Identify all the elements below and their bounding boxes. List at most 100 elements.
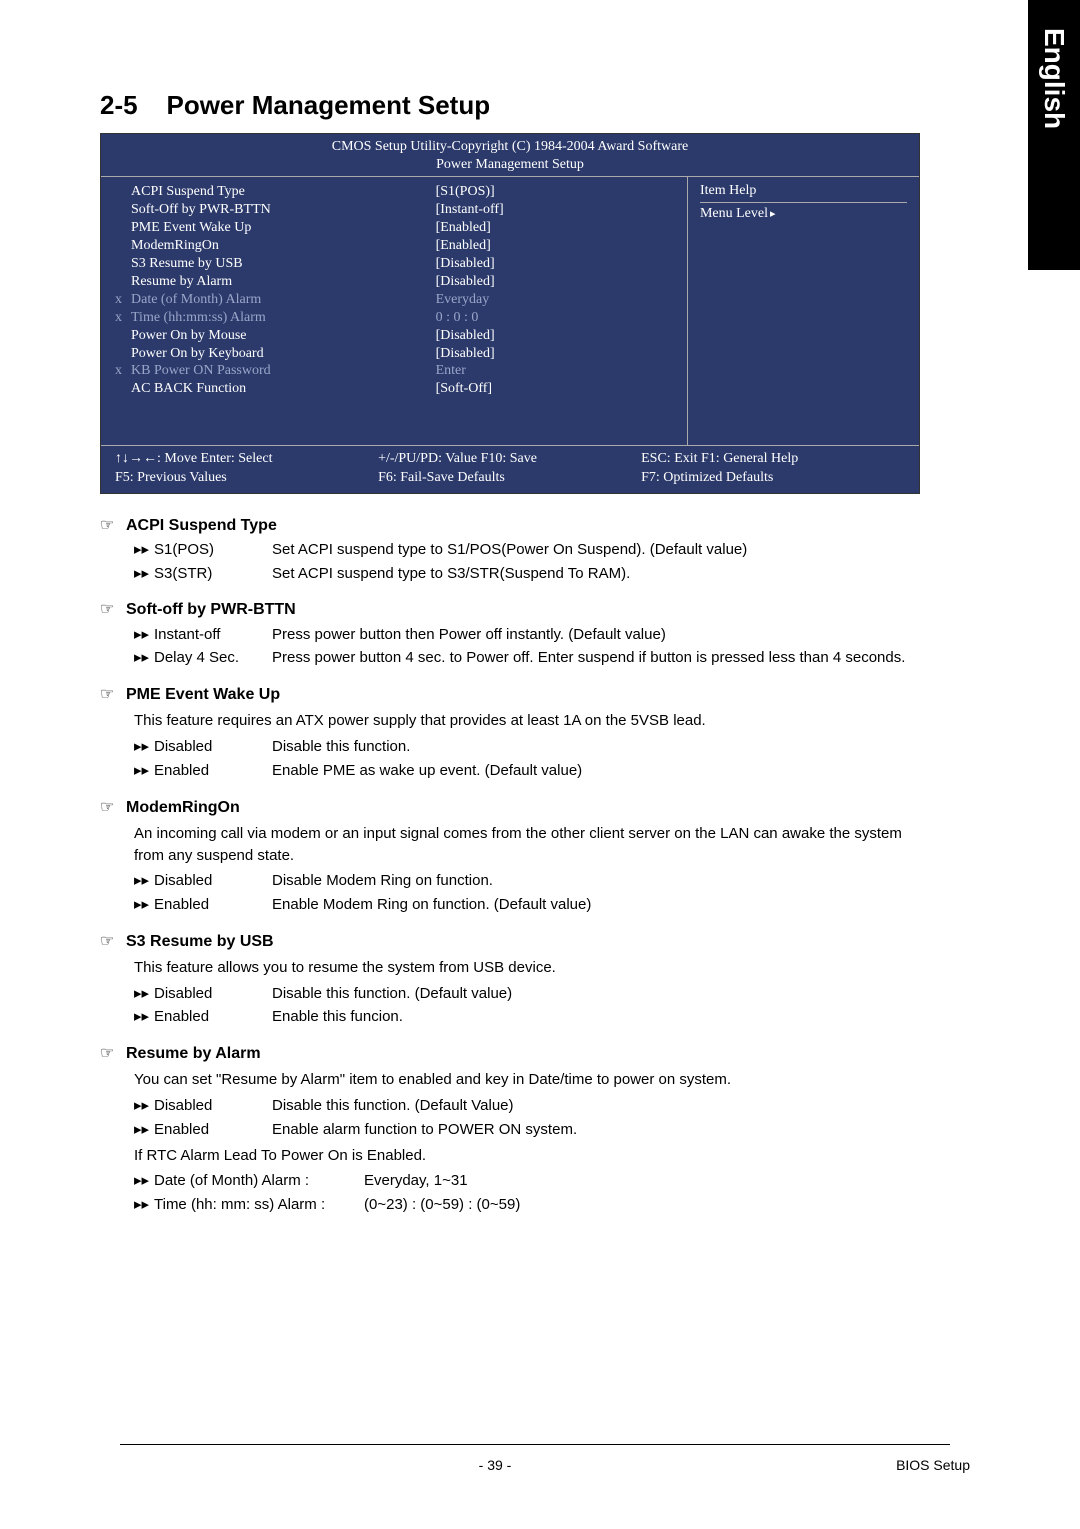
option-value-label: S3(STR) — [154, 563, 272, 585]
bios-item-label: ACPI Suspend Type — [131, 183, 245, 201]
bios-item-mark — [115, 255, 131, 273]
option-value-label: Enabled — [154, 1119, 272, 1141]
option-heading-row: ☞Soft-off by PWR-BTTN — [100, 598, 910, 621]
bios-item-mark — [115, 327, 131, 345]
option-heading-row: ☞ACPI Suspend Type — [100, 514, 910, 537]
option-value-label: Instant-off — [154, 624, 272, 646]
bios-item-value: Everyday — [436, 291, 687, 309]
option-value-desc: Enable alarm function to POWER ON system… — [272, 1119, 910, 1141]
menu-level-arrow-icon — [768, 206, 776, 221]
bios-item-row: Power On by Mouse — [115, 327, 426, 345]
bios-footer-1b: F5: Previous Values — [115, 469, 378, 487]
bios-item-label: Power On by Keyboard — [131, 345, 264, 363]
bios-item-label: PME Event Wake Up — [131, 219, 251, 237]
option-heading-row: ☞ModemRingOn — [100, 796, 910, 819]
bios-item-row: Resume by Alarm — [115, 273, 426, 291]
dblarrow-icon: ▸▸ — [134, 647, 154, 669]
corner-label: BIOS Setup — [896, 1457, 970, 1473]
bios-item-label: Time (hh:mm:ss) Alarm — [131, 309, 266, 327]
bios-footer-3a: ESC: Exit F1: General Help — [641, 450, 904, 468]
option-value-row: ▸▸EnabledEnable PME as wake up event. (D… — [134, 760, 910, 782]
option-heading-row: ☞Resume by Alarm — [100, 1042, 910, 1065]
option-value-desc: Everyday, 1~31 — [364, 1170, 910, 1192]
bios-item-row: xKB Power ON Password — [115, 362, 426, 380]
bios-item-mark — [115, 219, 131, 237]
option-value-row: ▸▸EnabledEnable Modem Ring on function. … — [134, 894, 910, 916]
bios-item-mark — [115, 345, 131, 363]
bios-item-value: [S1(POS)] — [436, 183, 687, 201]
bios-body: ACPI Suspend TypeSoft-Off by PWR-BTTNPME… — [101, 176, 919, 446]
bios-item-value: [Disabled] — [436, 273, 687, 291]
bios-item-label: Resume by Alarm — [131, 273, 232, 291]
option-heading-row: ☞PME Event Wake Up — [100, 683, 910, 706]
bios-item-mark: x — [115, 309, 131, 327]
option-value-label: Disabled — [154, 983, 272, 1005]
bios-item-label: Soft-Off by PWR-BTTN — [131, 201, 271, 219]
option-intro: This feature allows you to resume the sy… — [134, 957, 910, 979]
hand-icon: ☞ — [100, 514, 126, 537]
option-value-desc: Enable Modem Ring on function. (Default … — [272, 894, 910, 916]
bios-item-mark — [115, 380, 131, 398]
option-value-row: ▸▸DisabledDisable this function. — [134, 736, 910, 758]
bios-labels-col: ACPI Suspend TypeSoft-Off by PWR-BTTNPME… — [101, 177, 436, 445]
bios-values-col: [S1(POS)][Instant-off][Enabled][Enabled]… — [436, 177, 687, 445]
option-block: ▸▸Instant-offPress power button then Pow… — [134, 624, 910, 670]
bios-item-row: ACPI Suspend Type — [115, 183, 426, 201]
bios-item-mark: x — [115, 291, 131, 309]
bios-footer-1a: ↑↓→←: Move Enter: Select — [115, 450, 378, 468]
content-sections: ☞ACPI Suspend Type▸▸S1(POS)Set ACPI susp… — [100, 514, 910, 1216]
option-value-desc: Set ACPI suspend type to S1/POS(Power On… — [272, 539, 910, 561]
option-value-desc: Set ACPI suspend type to S3/STR(Suspend … — [272, 563, 910, 585]
bios-item-mark: x — [115, 362, 131, 380]
option-block: This feature allows you to resume the sy… — [134, 957, 910, 1028]
option-value-desc: Disable this function. (Default value) — [272, 983, 910, 1005]
bios-item-value: [Disabled] — [436, 255, 687, 273]
option-value-desc: Enable this funcion. — [272, 1006, 910, 1028]
option-intro: An incoming call via modem or an input s… — [134, 823, 910, 867]
dblarrow-icon: ▸▸ — [134, 870, 154, 892]
hand-icon: ☞ — [100, 1042, 126, 1065]
option-heading: PME Event Wake Up — [126, 683, 280, 706]
option-heading: ACPI Suspend Type — [126, 514, 277, 537]
dblarrow-icon: ▸▸ — [134, 1194, 154, 1216]
bios-header-line1: CMOS Setup Utility-Copyright (C) 1984-20… — [101, 138, 919, 156]
option-value-label: Date (of Month) Alarm : — [154, 1170, 364, 1192]
dblarrow-icon: ▸▸ — [134, 1170, 154, 1192]
bios-footer-2a: +/-/PU/PD: Value F10: Save — [378, 450, 641, 468]
option-heading-row: ☞S3 Resume by USB — [100, 930, 910, 953]
hand-icon: ☞ — [100, 930, 126, 953]
section-title: 2-5 Power Management Setup — [100, 90, 910, 121]
dblarrow-icon: ▸▸ — [134, 736, 154, 758]
bios-item-mark — [115, 201, 131, 219]
hand-icon: ☞ — [100, 598, 126, 621]
option-value-label: Delay 4 Sec. — [154, 647, 272, 669]
option-value-desc: Enable PME as wake up event. (Default va… — [272, 760, 910, 782]
option-intro: You can set "Resume by Alarm" item to en… — [134, 1069, 910, 1091]
option-value-row: ▸▸Instant-offPress power button then Pow… — [134, 624, 910, 646]
dblarrow-icon: ▸▸ — [134, 1119, 154, 1141]
option-value-row: ▸▸DisabledDisable this function. (Defaul… — [134, 983, 910, 1005]
option-heading: S3 Resume by USB — [126, 930, 274, 953]
option-value-desc: Press power button then Power off instan… — [272, 624, 910, 646]
bios-header: CMOS Setup Utility-Copyright (C) 1984-20… — [101, 134, 919, 176]
dblarrow-icon: ▸▸ — [134, 539, 154, 561]
option-value-desc: Disable Modem Ring on function. — [272, 870, 910, 892]
option-value-row: ▸▸S3(STR)Set ACPI suspend type to S3/STR… — [134, 563, 910, 585]
option-value-label: Disabled — [154, 1095, 272, 1117]
option-value-row: ▸▸Delay 4 Sec.Press power button 4 sec. … — [134, 647, 910, 669]
option-value-desc: Disable this function. (Default Value) — [272, 1095, 910, 1117]
section-title-text: Power Management Setup — [166, 90, 490, 120]
bios-item-value: [Enabled] — [436, 219, 687, 237]
dblarrow-icon: ▸▸ — [134, 1095, 154, 1117]
dblarrow-icon: ▸▸ — [134, 894, 154, 916]
bios-item-row: ModemRingOn — [115, 237, 426, 255]
bios-item-label: S3 Resume by USB — [131, 255, 243, 273]
bios-item-value: [Instant-off] — [436, 201, 687, 219]
bios-item-mark — [115, 273, 131, 291]
option-value-row: ▸▸Date (of Month) Alarm :Everyday, 1~31 — [134, 1170, 910, 1192]
option-value-row: ▸▸S1(POS)Set ACPI suspend type to S1/POS… — [134, 539, 910, 561]
option-value-label: Enabled — [154, 894, 272, 916]
option-value-desc: Disable this function. — [272, 736, 910, 758]
bios-item-value: [Disabled] — [436, 327, 687, 345]
option-value-label: Enabled — [154, 1006, 272, 1028]
